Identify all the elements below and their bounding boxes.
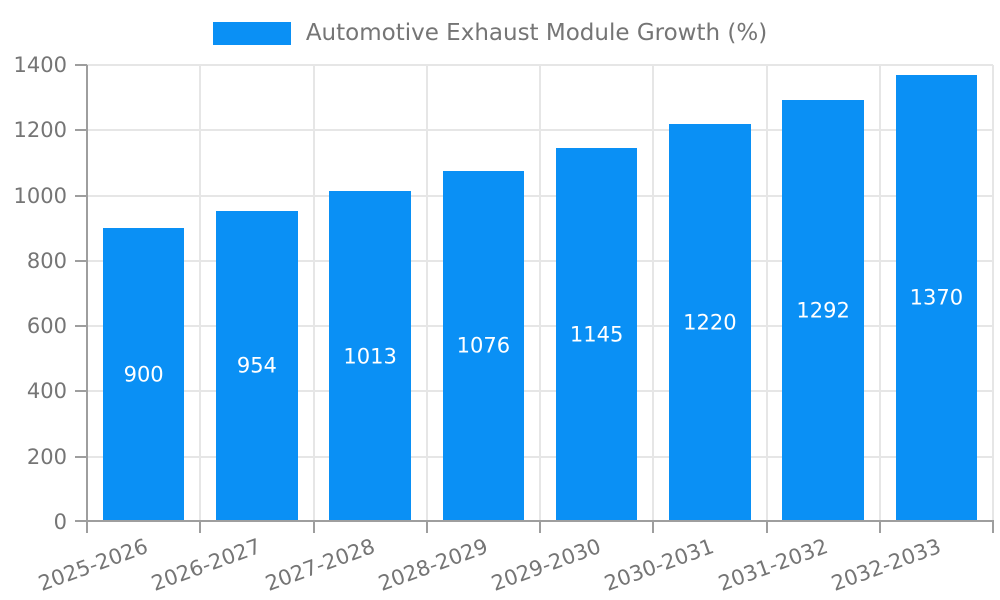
x-tick-mark bbox=[312, 520, 315, 533]
bar-value-label: 1370 bbox=[909, 285, 964, 310]
v-gridline bbox=[312, 65, 315, 522]
v-gridline bbox=[652, 65, 655, 522]
v-gridline bbox=[539, 65, 541, 522]
bar[interactable] bbox=[216, 210, 298, 520]
x-axis-tick-label: 2031-2032 bbox=[714, 534, 831, 596]
v-gridline bbox=[425, 65, 428, 522]
bar-value-label: 1145 bbox=[569, 322, 624, 347]
y-tick-mark bbox=[75, 455, 87, 458]
x-axis-tick-label: 2030-2031 bbox=[601, 534, 718, 596]
legend-label: Automotive Exhaust Module Growth (%) bbox=[305, 20, 768, 46]
y-tick-mark bbox=[75, 325, 87, 328]
y-axis-tick-label: 1000 bbox=[13, 183, 67, 208]
bar-value-label: 1076 bbox=[456, 333, 511, 358]
x-axis-tick-label: 2027-2028 bbox=[261, 534, 378, 596]
x-tick-mark bbox=[425, 520, 428, 533]
y-axis-tick-label: 1400 bbox=[13, 53, 67, 77]
x-tick-mark bbox=[199, 520, 202, 533]
x-axis-tick-label: 2025-2026 bbox=[35, 534, 152, 596]
legend-swatch bbox=[212, 21, 291, 45]
bar[interactable] bbox=[102, 228, 185, 520]
x-axis-tick-label: 2032-2033 bbox=[828, 534, 944, 596]
legend-item[interactable]: Automotive Exhaust Module Growth (%) bbox=[0, 0, 1000, 46]
bar[interactable] bbox=[895, 74, 978, 520]
bar-value-label: 1013 bbox=[343, 344, 397, 369]
bar[interactable] bbox=[329, 191, 411, 520]
x-axis-tick-label: 2029-2030 bbox=[488, 534, 605, 596]
bar[interactable] bbox=[555, 148, 638, 520]
y-tick-mark bbox=[75, 259, 87, 262]
bar-value-label: 1292 bbox=[796, 298, 850, 323]
y-axis-tick-label: 0 bbox=[53, 510, 67, 534]
x-tick-mark bbox=[765, 520, 768, 533]
v-gridline bbox=[199, 65, 202, 522]
x-axis-tick-label: 2028-2029 bbox=[375, 534, 491, 596]
plot-area: 900 2025-2026 954 2026-2027 1013 2027-2028 107… bbox=[14, 55, 994, 596]
y-axis-tick-label: 1200 bbox=[13, 118, 67, 143]
v-gridline bbox=[878, 65, 881, 522]
y-tick-mark bbox=[75, 194, 87, 197]
bar[interactable] bbox=[669, 123, 751, 520]
x-axis-line bbox=[87, 520, 993, 522]
x-tick-mark bbox=[539, 520, 541, 533]
x-tick-mark bbox=[652, 520, 655, 533]
bar[interactable] bbox=[782, 100, 864, 520]
y-axis-tick-label: 400 bbox=[26, 379, 67, 404]
y-axis-line bbox=[86, 65, 88, 533]
x-tick-mark bbox=[878, 520, 881, 533]
y-axis-tick-label: 200 bbox=[26, 444, 67, 469]
v-gridline bbox=[765, 65, 768, 522]
x-tick-mark bbox=[992, 520, 994, 533]
y-tick-mark bbox=[75, 129, 87, 132]
x-axis-tick-label: 2026-2027 bbox=[148, 534, 265, 596]
v-gridline bbox=[992, 65, 994, 522]
y-axis-tick-label: 600 bbox=[26, 314, 67, 339]
bar-value-label: 1220 bbox=[683, 310, 737, 335]
y-tick-mark bbox=[75, 390, 87, 393]
bar[interactable] bbox=[442, 170, 525, 520]
y-axis-tick-label: 800 bbox=[26, 248, 67, 273]
bar-value-label: 900 bbox=[123, 362, 164, 387]
y-tick-mark bbox=[75, 520, 87, 522]
y-tick-mark bbox=[75, 64, 87, 66]
bar-value-label: 954 bbox=[236, 353, 277, 378]
